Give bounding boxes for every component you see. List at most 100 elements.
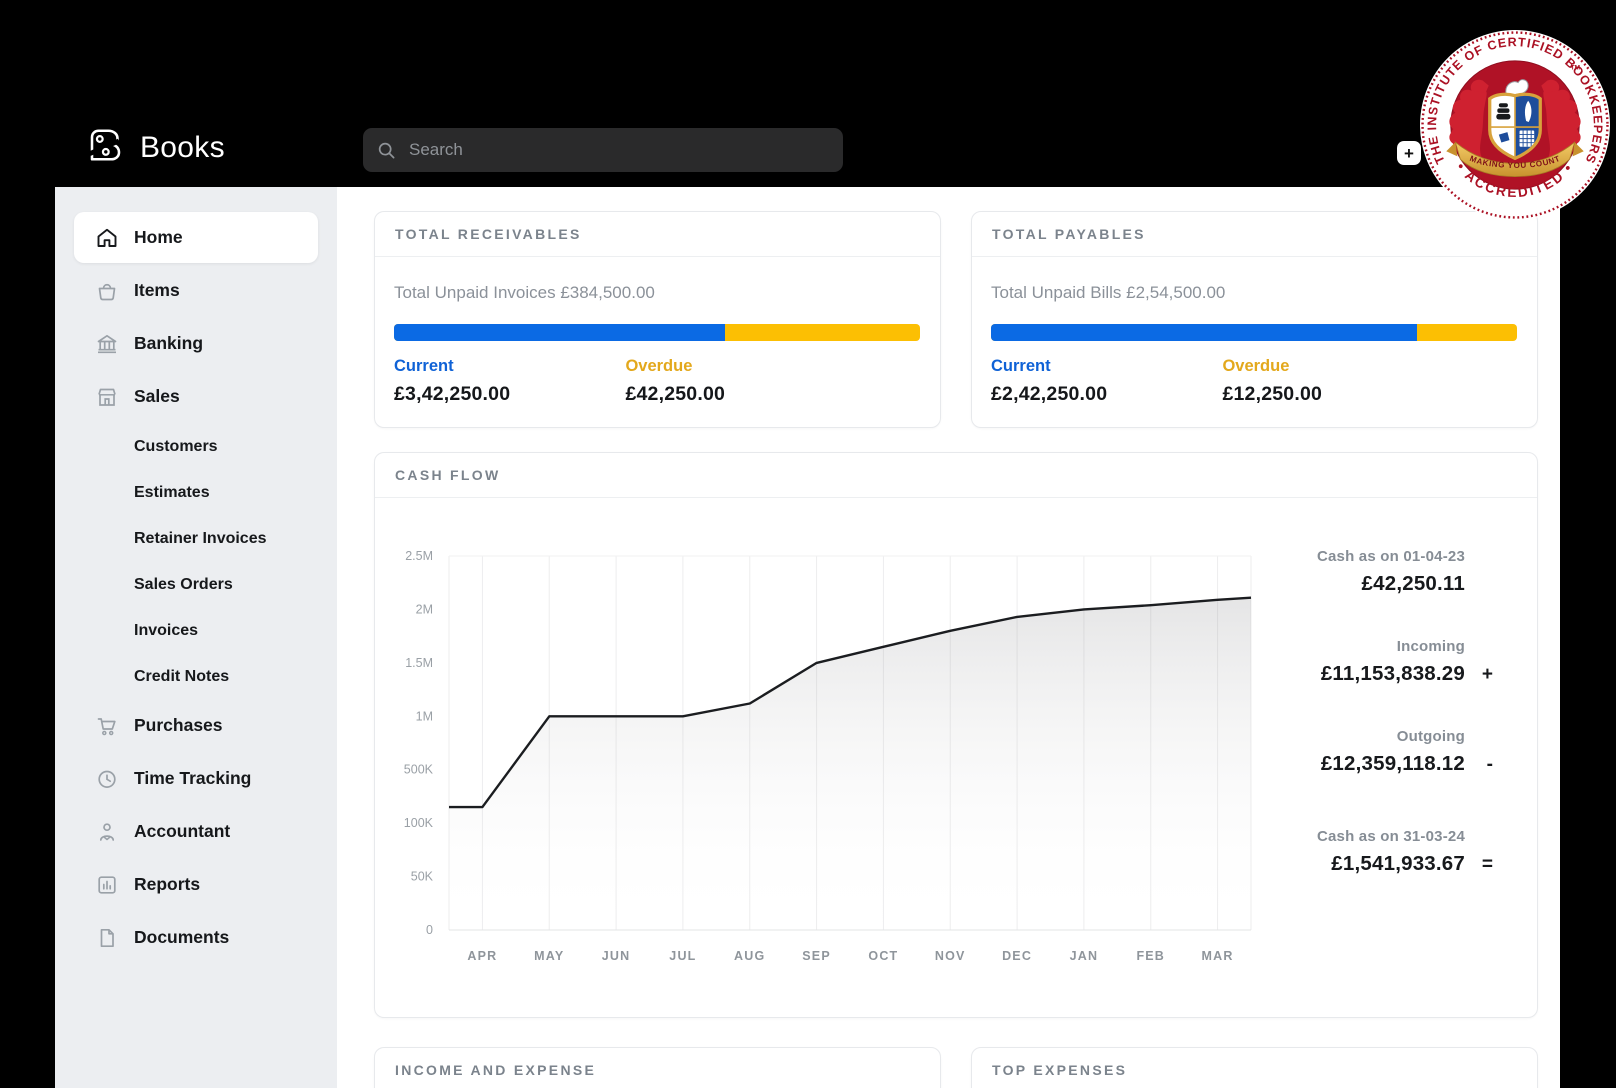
current-label: Current xyxy=(991,357,1051,375)
svg-text:1.5M: 1.5M xyxy=(405,656,433,670)
svg-text:0: 0 xyxy=(426,923,433,937)
svg-text:NOV: NOV xyxy=(935,949,966,963)
current-amount: £3,42,250.00 xyxy=(394,383,511,405)
sidebar-item-items[interactable]: Items xyxy=(74,265,318,316)
icb-accredited-badge: THE INSTITUTE OF CERTIFIED BOOKKEEPERS •… xyxy=(1420,30,1610,220)
summary-value: £11,153,838.29 xyxy=(1320,662,1465,685)
search-icon xyxy=(377,141,396,160)
svg-text:DEC: DEC xyxy=(1002,949,1032,963)
income-and-expense-card: INCOME AND EXPENSE xyxy=(374,1047,941,1088)
card-title: TOTAL RECEIVABLES xyxy=(375,212,940,257)
sidebar-item-sales-orders[interactable]: Sales Orders xyxy=(134,576,233,593)
svg-text:500K: 500K xyxy=(404,763,434,777)
svg-text:2.5M: 2.5M xyxy=(405,549,433,563)
clock-icon xyxy=(95,767,119,791)
sidebar-item-estimates[interactable]: Estimates xyxy=(134,484,210,501)
plus-icon: + xyxy=(1404,143,1414,163)
sidebar-item-label: Sales xyxy=(134,386,180,406)
sidebar-item-label: Purchases xyxy=(134,715,223,735)
search-bar[interactable] xyxy=(363,128,843,172)
sidebar-item-purchases[interactable]: Purchases xyxy=(74,700,318,751)
sidebar: Home Items Banking Sales Customers xyxy=(55,187,337,1088)
minus-symbol: - xyxy=(1486,754,1493,775)
payables-progress-bar xyxy=(991,324,1517,341)
sidebar-item-credit-notes[interactable]: Credit Notes xyxy=(134,668,230,685)
basket-icon xyxy=(95,279,119,303)
svg-text:JUN: JUN xyxy=(602,949,631,963)
sidebar-item-retainer-invoices[interactable]: Retainer Invoices xyxy=(134,530,267,547)
receivables-progress-bar xyxy=(394,324,920,341)
svg-text:JAN: JAN xyxy=(1070,949,1099,963)
overdue-label: Overdue xyxy=(625,357,693,375)
topbar: Books + xyxy=(0,0,1616,187)
svg-text:JUL: JUL xyxy=(669,949,696,963)
summary-value: £42,250.11 xyxy=(1361,572,1465,595)
sidebar-item-label: Reports xyxy=(134,874,201,894)
current-label: Current xyxy=(394,357,454,375)
sidebar-item-documents[interactable]: Documents xyxy=(74,912,318,963)
sidebar-item-label: Documents xyxy=(134,927,230,947)
sidebar-item-customers[interactable]: Customers xyxy=(134,438,218,455)
svg-text:FEB: FEB xyxy=(1136,949,1165,963)
summary-value: £1,541,933.67 xyxy=(1331,852,1465,875)
summary-row: Outgoing £12,359,118.12 - xyxy=(1320,728,1493,775)
total-payables-card: TOTAL PAYABLES Total Unpaid Bills £2,54,… xyxy=(971,211,1538,428)
trademark-text: TM xyxy=(1571,64,1581,71)
summary-row: Incoming £11,153,838.29 + xyxy=(1320,638,1493,685)
summary-value: £12,359,118.12 xyxy=(1320,752,1465,775)
card-title: TOP EXPENSES xyxy=(972,1048,1537,1088)
overdue-amount: £12,250.00 xyxy=(1222,383,1323,405)
plus-symbol: + xyxy=(1481,664,1493,685)
search-input[interactable] xyxy=(407,139,829,161)
horse-crest xyxy=(1505,79,1529,97)
document-icon xyxy=(95,926,119,950)
lion-crest-left xyxy=(1449,79,1489,161)
cash-flow-card: CASH FLOW 0 50K 100K 500K 1M 1.5M 2M 2.5M APR MAY… xyxy=(374,452,1538,1018)
svg-text:2M: 2M xyxy=(416,602,433,616)
sidebar-item-label: Items xyxy=(134,280,180,300)
unpaid-bills-total: Total Unpaid Bills £2,54,500.00 xyxy=(991,283,1226,302)
total-receivables-card: TOTAL RECEIVABLES Total Unpaid Invoices … xyxy=(374,211,941,428)
svg-text:50K: 50K xyxy=(411,870,434,884)
brand-name: Books xyxy=(140,130,225,164)
cash-flow-chart: 0 50K 100K 500K 1M 1.5M 2M 2.5M APR MAY JUN JUL AUG S… xyxy=(404,549,1252,963)
storefront-icon xyxy=(95,385,119,409)
accountant-icon xyxy=(95,820,119,844)
sidebar-item-label: Time Tracking xyxy=(134,768,252,788)
sidebar-item-accountant[interactable]: Accountant xyxy=(74,806,318,857)
sidebar-item-label: Home xyxy=(134,227,183,247)
summary-row: Cash as on 01-04-23 £42,250.11 xyxy=(1316,548,1465,595)
sidebar-item-home[interactable]: Home xyxy=(74,212,318,263)
add-new-button[interactable]: + xyxy=(1397,141,1421,165)
books-logo[interactable]: Books xyxy=(83,124,225,171)
card-title: CASH FLOW xyxy=(375,453,1537,498)
svg-text:OCT: OCT xyxy=(868,949,898,963)
sidebar-item-reports[interactable]: Reports xyxy=(74,859,318,910)
svg-text:APR: APR xyxy=(467,949,497,963)
sidebar-item-label: Accountant xyxy=(134,821,231,841)
current-amount: £2,42,250.00 xyxy=(991,383,1108,405)
receivables-current-fill xyxy=(394,324,726,341)
svg-text:1M: 1M xyxy=(416,709,433,723)
sidebar-item-invoices[interactable]: Invoices xyxy=(134,622,199,639)
reports-icon xyxy=(95,873,119,897)
unpaid-invoices-total: Total Unpaid Invoices £384,500.00 xyxy=(394,283,655,302)
sidebar-item-sales[interactable]: Sales xyxy=(74,371,318,422)
svg-text:100K: 100K xyxy=(404,816,434,830)
summary-row: Cash as on 31-03-24 £1,541,933.67 = xyxy=(1316,828,1493,875)
svg-text:MAR: MAR xyxy=(1202,949,1234,963)
main-content: TOTAL RECEIVABLES Total Unpaid Invoices … xyxy=(337,187,1560,1088)
sidebar-item-label: Banking xyxy=(134,333,204,353)
card-title: INCOME AND EXPENSE xyxy=(375,1048,940,1088)
payables-current-fill xyxy=(991,324,1418,341)
sidebar-item-time-tracking[interactable]: Time Tracking xyxy=(74,753,318,804)
lion-crest-right xyxy=(1541,79,1581,161)
cash-flow-summary: Cash as on 01-04-23 £42,250.11 Incoming … xyxy=(1269,498,1537,1000)
cart-icon xyxy=(95,714,119,738)
home-icon xyxy=(95,226,119,250)
top-expenses-card: TOP EXPENSES xyxy=(971,1047,1538,1088)
shield-crest xyxy=(1488,92,1542,161)
svg-text:SEP: SEP xyxy=(802,949,831,963)
sidebar-item-banking[interactable]: Banking xyxy=(74,318,318,369)
